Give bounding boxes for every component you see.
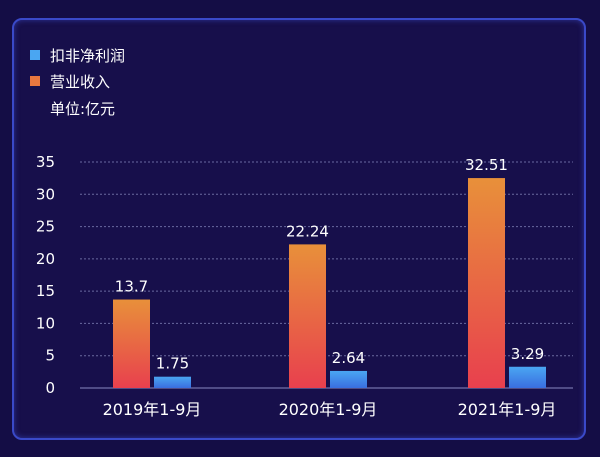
legend: 扣非净利润 营业收入 [30, 42, 125, 94]
y-tick-label: 20 [36, 250, 55, 268]
bar-revenue [468, 178, 505, 388]
unit-label: 单位:亿元 [50, 100, 116, 118]
bar-profit [509, 366, 546, 388]
y-tick-label: 35 [36, 153, 55, 171]
legend-item-profit: 扣非净利润 [30, 42, 125, 68]
data-label-profit: 3.29 [511, 345, 544, 363]
data-label-revenue: 13.7 [115, 278, 148, 296]
data-label-profit: 2.64 [332, 349, 365, 367]
bar-profit [330, 370, 367, 388]
y-tick-label: 25 [36, 218, 55, 236]
x-tick-label: 2020年1-9月 [279, 400, 378, 419]
y-tick-label: 0 [45, 379, 55, 397]
legend-swatch-profit [30, 50, 40, 60]
bar-revenue [113, 299, 150, 388]
bar-revenue [289, 244, 326, 388]
bar-profit [154, 376, 191, 388]
legend-swatch-revenue [30, 76, 40, 86]
y-tick-label: 15 [36, 282, 55, 300]
y-tick-label: 5 [45, 347, 55, 365]
y-tick-label: 30 [36, 185, 55, 203]
legend-item-revenue: 营业收入 [30, 68, 125, 94]
legend-label-profit: 扣非净利润 [50, 46, 126, 65]
data-label-revenue: 32.51 [465, 156, 508, 174]
x-tick-label: 2019年1-9月 [103, 400, 202, 419]
x-tick-label: 2021年1-9月 [458, 400, 557, 419]
data-label-profit: 1.75 [156, 355, 189, 373]
data-label-revenue: 22.24 [286, 222, 329, 240]
legend-label-revenue: 营业收入 [50, 72, 111, 91]
y-tick-label: 10 [36, 314, 55, 332]
